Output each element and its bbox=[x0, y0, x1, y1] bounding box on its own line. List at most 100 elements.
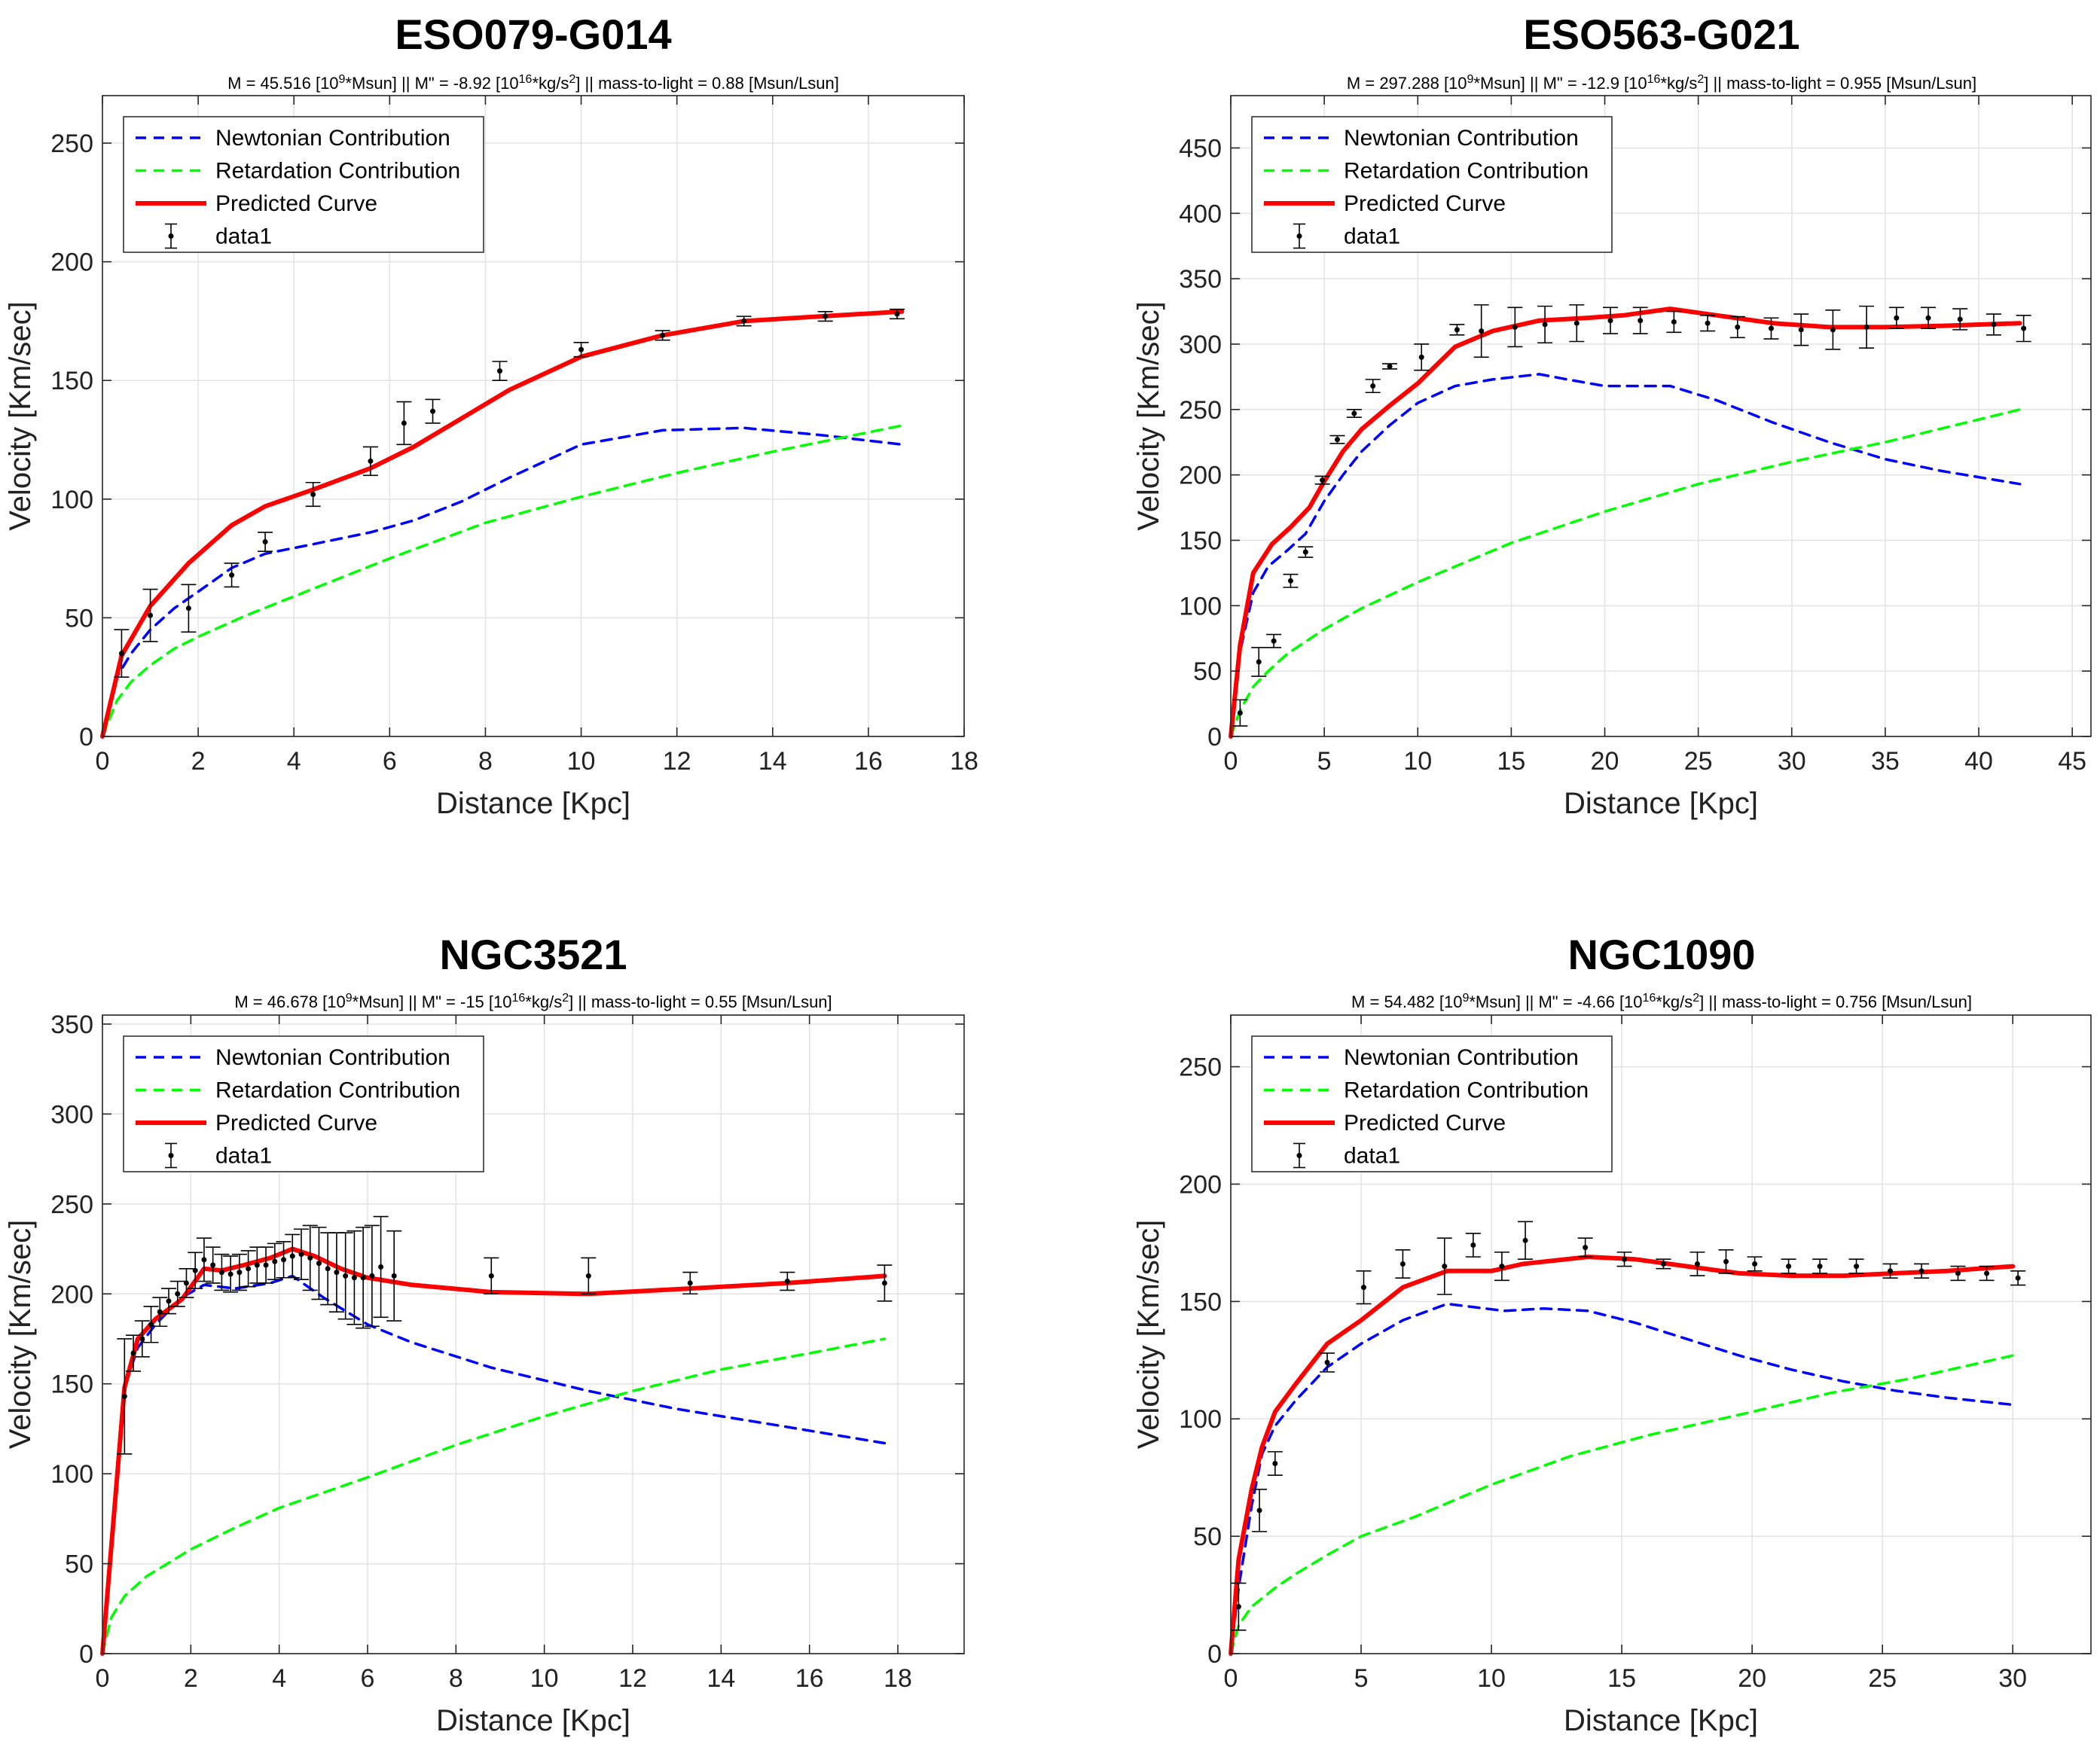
x-tick-label: 5 bbox=[1317, 747, 1332, 776]
legend-marker bbox=[168, 233, 174, 239]
data-marker bbox=[497, 368, 503, 374]
data-point bbox=[1267, 1451, 1283, 1476]
data-marker bbox=[121, 1393, 127, 1399]
data-marker bbox=[307, 1255, 313, 1261]
data-point bbox=[492, 361, 508, 382]
x-tick-label: 10 bbox=[1403, 747, 1432, 776]
data-point bbox=[1346, 409, 1362, 419]
subtitle-text: *kg/s bbox=[1656, 992, 1693, 1011]
subtitle-text: M" = -12.9 [10 bbox=[1543, 74, 1647, 93]
data-marker bbox=[823, 313, 829, 319]
subtitle-text: || bbox=[573, 992, 591, 1011]
subtitle-text: *kg/s bbox=[532, 74, 569, 93]
data-marker bbox=[1752, 1261, 1758, 1267]
data-marker bbox=[289, 1253, 295, 1259]
data-point bbox=[1921, 306, 1937, 329]
y-tick-label: 200 bbox=[1179, 1170, 1222, 1199]
data-point bbox=[161, 1288, 176, 1315]
data-marker bbox=[2015, 1275, 2021, 1281]
data-point bbox=[890, 308, 905, 320]
data-marker bbox=[201, 1257, 207, 1263]
data-point bbox=[1952, 308, 1968, 331]
data-point bbox=[117, 1338, 133, 1455]
data-marker bbox=[1817, 1264, 1823, 1270]
x-tick-label: 0 bbox=[1224, 747, 1238, 776]
y-tick-label: 100 bbox=[50, 486, 93, 514]
data-marker bbox=[1522, 1237, 1528, 1243]
subtitle-text: mass-to-light = 0.88 [Msun/Lsun] bbox=[598, 74, 839, 93]
data-marker bbox=[1418, 354, 1424, 360]
data-point bbox=[1616, 1252, 1632, 1267]
data-point bbox=[240, 1250, 256, 1288]
chart-title: ESO563-G021 bbox=[1523, 11, 1799, 58]
data-point bbox=[231, 1253, 247, 1291]
y-tick-label: 50 bbox=[65, 1550, 93, 1579]
data-marker bbox=[488, 1273, 494, 1279]
y-axis-label: Velocity [Km/sec] bbox=[1132, 301, 1165, 531]
y-tick-label: 100 bbox=[1179, 1405, 1222, 1434]
data-marker bbox=[1638, 318, 1644, 324]
legend: Newtonian Contribution Retardation Contri… bbox=[1251, 1035, 1613, 1172]
series-retardation-contribution bbox=[101, 424, 904, 738]
subtitle-superscript: 16 bbox=[519, 73, 533, 86]
data-point bbox=[305, 481, 321, 508]
data-marker bbox=[139, 1336, 145, 1342]
chart-title: NGC1090 bbox=[1567, 931, 1755, 978]
legend-marker bbox=[168, 1153, 174, 1158]
data-point bbox=[1298, 546, 1314, 558]
y-tick-label: 50 bbox=[1193, 657, 1222, 686]
legend: Newtonian Contribution Retardation Contri… bbox=[123, 1035, 484, 1172]
subtitle-text: mass-to-light = 0.55 [Msun/Lsun] bbox=[591, 992, 832, 1011]
x-tick-label: 6 bbox=[361, 1664, 375, 1693]
data-marker bbox=[1335, 437, 1341, 443]
data-marker bbox=[210, 1262, 216, 1268]
data-point bbox=[1656, 1258, 1671, 1270]
x-tick-label: 5 bbox=[1354, 1664, 1369, 1693]
data-point bbox=[142, 588, 158, 642]
data-point bbox=[1602, 306, 1618, 334]
data-marker bbox=[262, 539, 268, 545]
x-tick-label: 25 bbox=[1684, 747, 1713, 776]
data-marker bbox=[1573, 320, 1580, 326]
data-point bbox=[1882, 1263, 1898, 1279]
data-point bbox=[581, 1257, 597, 1295]
data-point bbox=[1979, 1265, 1995, 1282]
subtitle-text: M = 54.482 [10 bbox=[1351, 992, 1462, 1011]
data-marker bbox=[578, 346, 585, 352]
legend-label: Predicted Curve bbox=[1344, 1111, 1506, 1136]
data-marker bbox=[281, 1257, 287, 1263]
data-point bbox=[152, 1297, 168, 1328]
data-marker bbox=[894, 311, 900, 317]
y-tick-label: 150 bbox=[1179, 526, 1222, 555]
data-marker bbox=[1542, 322, 1548, 328]
y-tick-label: 200 bbox=[1179, 462, 1222, 490]
legend-label: data1 bbox=[1344, 224, 1400, 249]
data-point bbox=[1494, 1252, 1509, 1282]
data-marker bbox=[218, 1270, 224, 1276]
x-tick-label: 16 bbox=[854, 747, 883, 776]
chart-subtitle: M = 46.678 [109*Msun] || M" = -15 [1016*… bbox=[234, 992, 832, 1011]
x-tick-label: 6 bbox=[383, 747, 397, 776]
data-marker bbox=[1256, 659, 1262, 665]
x-tick-label: 4 bbox=[272, 1664, 286, 1693]
data-point bbox=[1518, 1221, 1534, 1261]
data-marker bbox=[1894, 315, 1900, 321]
data-marker bbox=[360, 1275, 366, 1281]
y-tick-label: 150 bbox=[50, 1371, 93, 1399]
x-tick-label: 16 bbox=[795, 1664, 824, 1693]
legend-label: Newtonian Contribution bbox=[215, 1045, 450, 1070]
legend-label: Retardation Contribution bbox=[1344, 159, 1589, 184]
y-tick-label: 450 bbox=[1179, 134, 1222, 163]
data-marker bbox=[391, 1273, 397, 1279]
data-marker bbox=[1512, 324, 1518, 330]
x-axis-label: Distance [Kpc] bbox=[436, 1704, 630, 1737]
data-marker bbox=[263, 1262, 269, 1268]
x-tick-label: 18 bbox=[884, 1664, 912, 1693]
data-point bbox=[214, 1253, 230, 1291]
data-marker bbox=[1499, 1264, 1505, 1270]
subtitle-text: M = 46.678 [10 bbox=[234, 992, 345, 1011]
x-axis-label: Distance [Kpc] bbox=[1564, 787, 1758, 820]
x-axis-label: Distance [Kpc] bbox=[1564, 1704, 1758, 1737]
subtitle-superscript: 2 bbox=[562, 992, 569, 1005]
y-tick-label: 50 bbox=[65, 604, 93, 633]
